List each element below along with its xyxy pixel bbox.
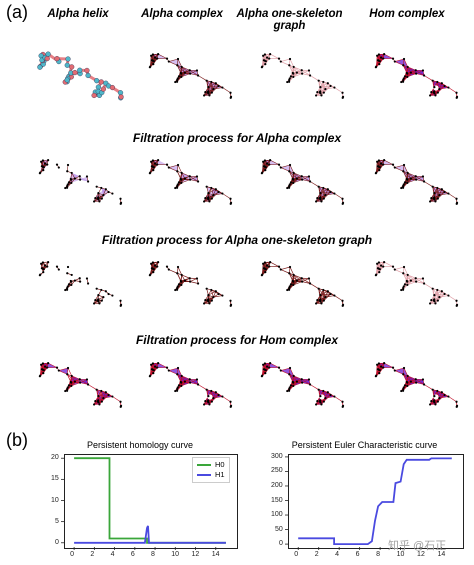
watermark: 知乎 @石正 [388,540,447,552]
x-tick-label: 12 [191,551,200,558]
column-header-alpha-one-skeleton: Alpha one-skeleton graph [236,8,343,32]
x-tick-label: 2 [90,551,95,558]
x-tick-label: 14 [437,551,446,558]
legend-swatch [197,464,211,466]
persistent-homology-plot: Persistent homology curve 0 2 4 6 8 10 12 14 0 5 10… [40,440,240,560]
x-tick-label: 10 [396,551,405,558]
section-title-hom-complex: Filtration process for Hom complex [135,333,339,347]
hom-filtration-step-4 [374,362,459,408]
column-header-alpha-helix: Alpha helix [47,8,109,20]
x-tick-label: 12 [417,551,425,558]
x-tick-label: 0 [294,551,299,558]
x-tick-label: 14 [211,551,220,558]
skeleton-filtration-step-3 [260,261,345,307]
alpha-filtration-step-3 [260,159,345,205]
section-title-alpha-one-skeleton: Filtration process for Alpha one-skeleto… [101,233,373,247]
skeleton-filtration-step-4 [374,261,459,307]
chart-svg [285,456,452,550]
column-header-hom-complex: Hom complex [369,8,445,20]
x-tick-label: 4 [110,551,115,558]
plot-area [288,454,464,549]
y-tick-label: 50 [275,525,283,533]
hom-filtration-step-3 [260,362,345,408]
x-tick-label: 2 [314,551,319,558]
legend-label: H0 [215,460,225,469]
y-tick-label: 150 [271,496,283,504]
x-tick-label: 10 [171,551,180,558]
legend-swatch [197,474,211,476]
x-tick-label: 6 [130,551,135,558]
series-line-h1 [74,525,226,544]
chart-title: Persistent homology curve [86,440,194,450]
alpha-filtration-step-4 [374,159,459,205]
panel-b-label: (b) [6,430,28,450]
y-tick-label: 0 [279,540,283,548]
y-tick-label: 100 [271,511,283,519]
chart-svg [61,457,226,550]
hom-filtration-step-1 [38,362,123,408]
y-tick-label: 5 [55,517,59,525]
x-tick-label: 0 [70,551,75,558]
chart-title: Persistent Euler Characteristic curve [291,440,438,450]
skeleton-filtration-step-2 [148,261,233,307]
persistent-euler-plot: Persistent Euler Characteristic curve 0 2 4… [262,440,467,560]
series-line-1 [298,457,452,545]
section-title-alpha-complex: Filtration process for Alpha complex [132,131,342,145]
y-tick-label: 250 [271,467,283,475]
hom-filtration-step-2 [148,362,233,408]
y-tick-label: 0 [55,538,59,546]
alpha-helix-image [37,51,124,101]
chart-legend: H0 H1 [192,457,230,483]
alpha-complex-graph [148,53,233,99]
x-tick-label: 4 [335,551,340,558]
x-tick-label: 8 [151,551,155,558]
y-tick-label: 10 [51,496,59,504]
skeleton-filtration-step-1 [38,261,123,307]
column-header-alpha-complex: Alpha complex [141,8,223,20]
y-tick-label: 20 [51,454,59,462]
y-tick-label: 300 [271,452,283,460]
alpha-filtration-step-2 [148,159,233,205]
panel-a-label: (a) [6,2,28,22]
x-tick-label: 8 [376,551,381,558]
y-tick-label: 200 [271,481,283,489]
x-tick-label: 6 [355,551,360,558]
alpha-one-skeleton-graph [260,53,345,99]
alpha-filtration-step-1 [38,159,123,205]
y-tick-label: 15 [51,475,59,483]
hom-complex-graph [374,53,459,99]
legend-label: H1 [215,470,225,479]
